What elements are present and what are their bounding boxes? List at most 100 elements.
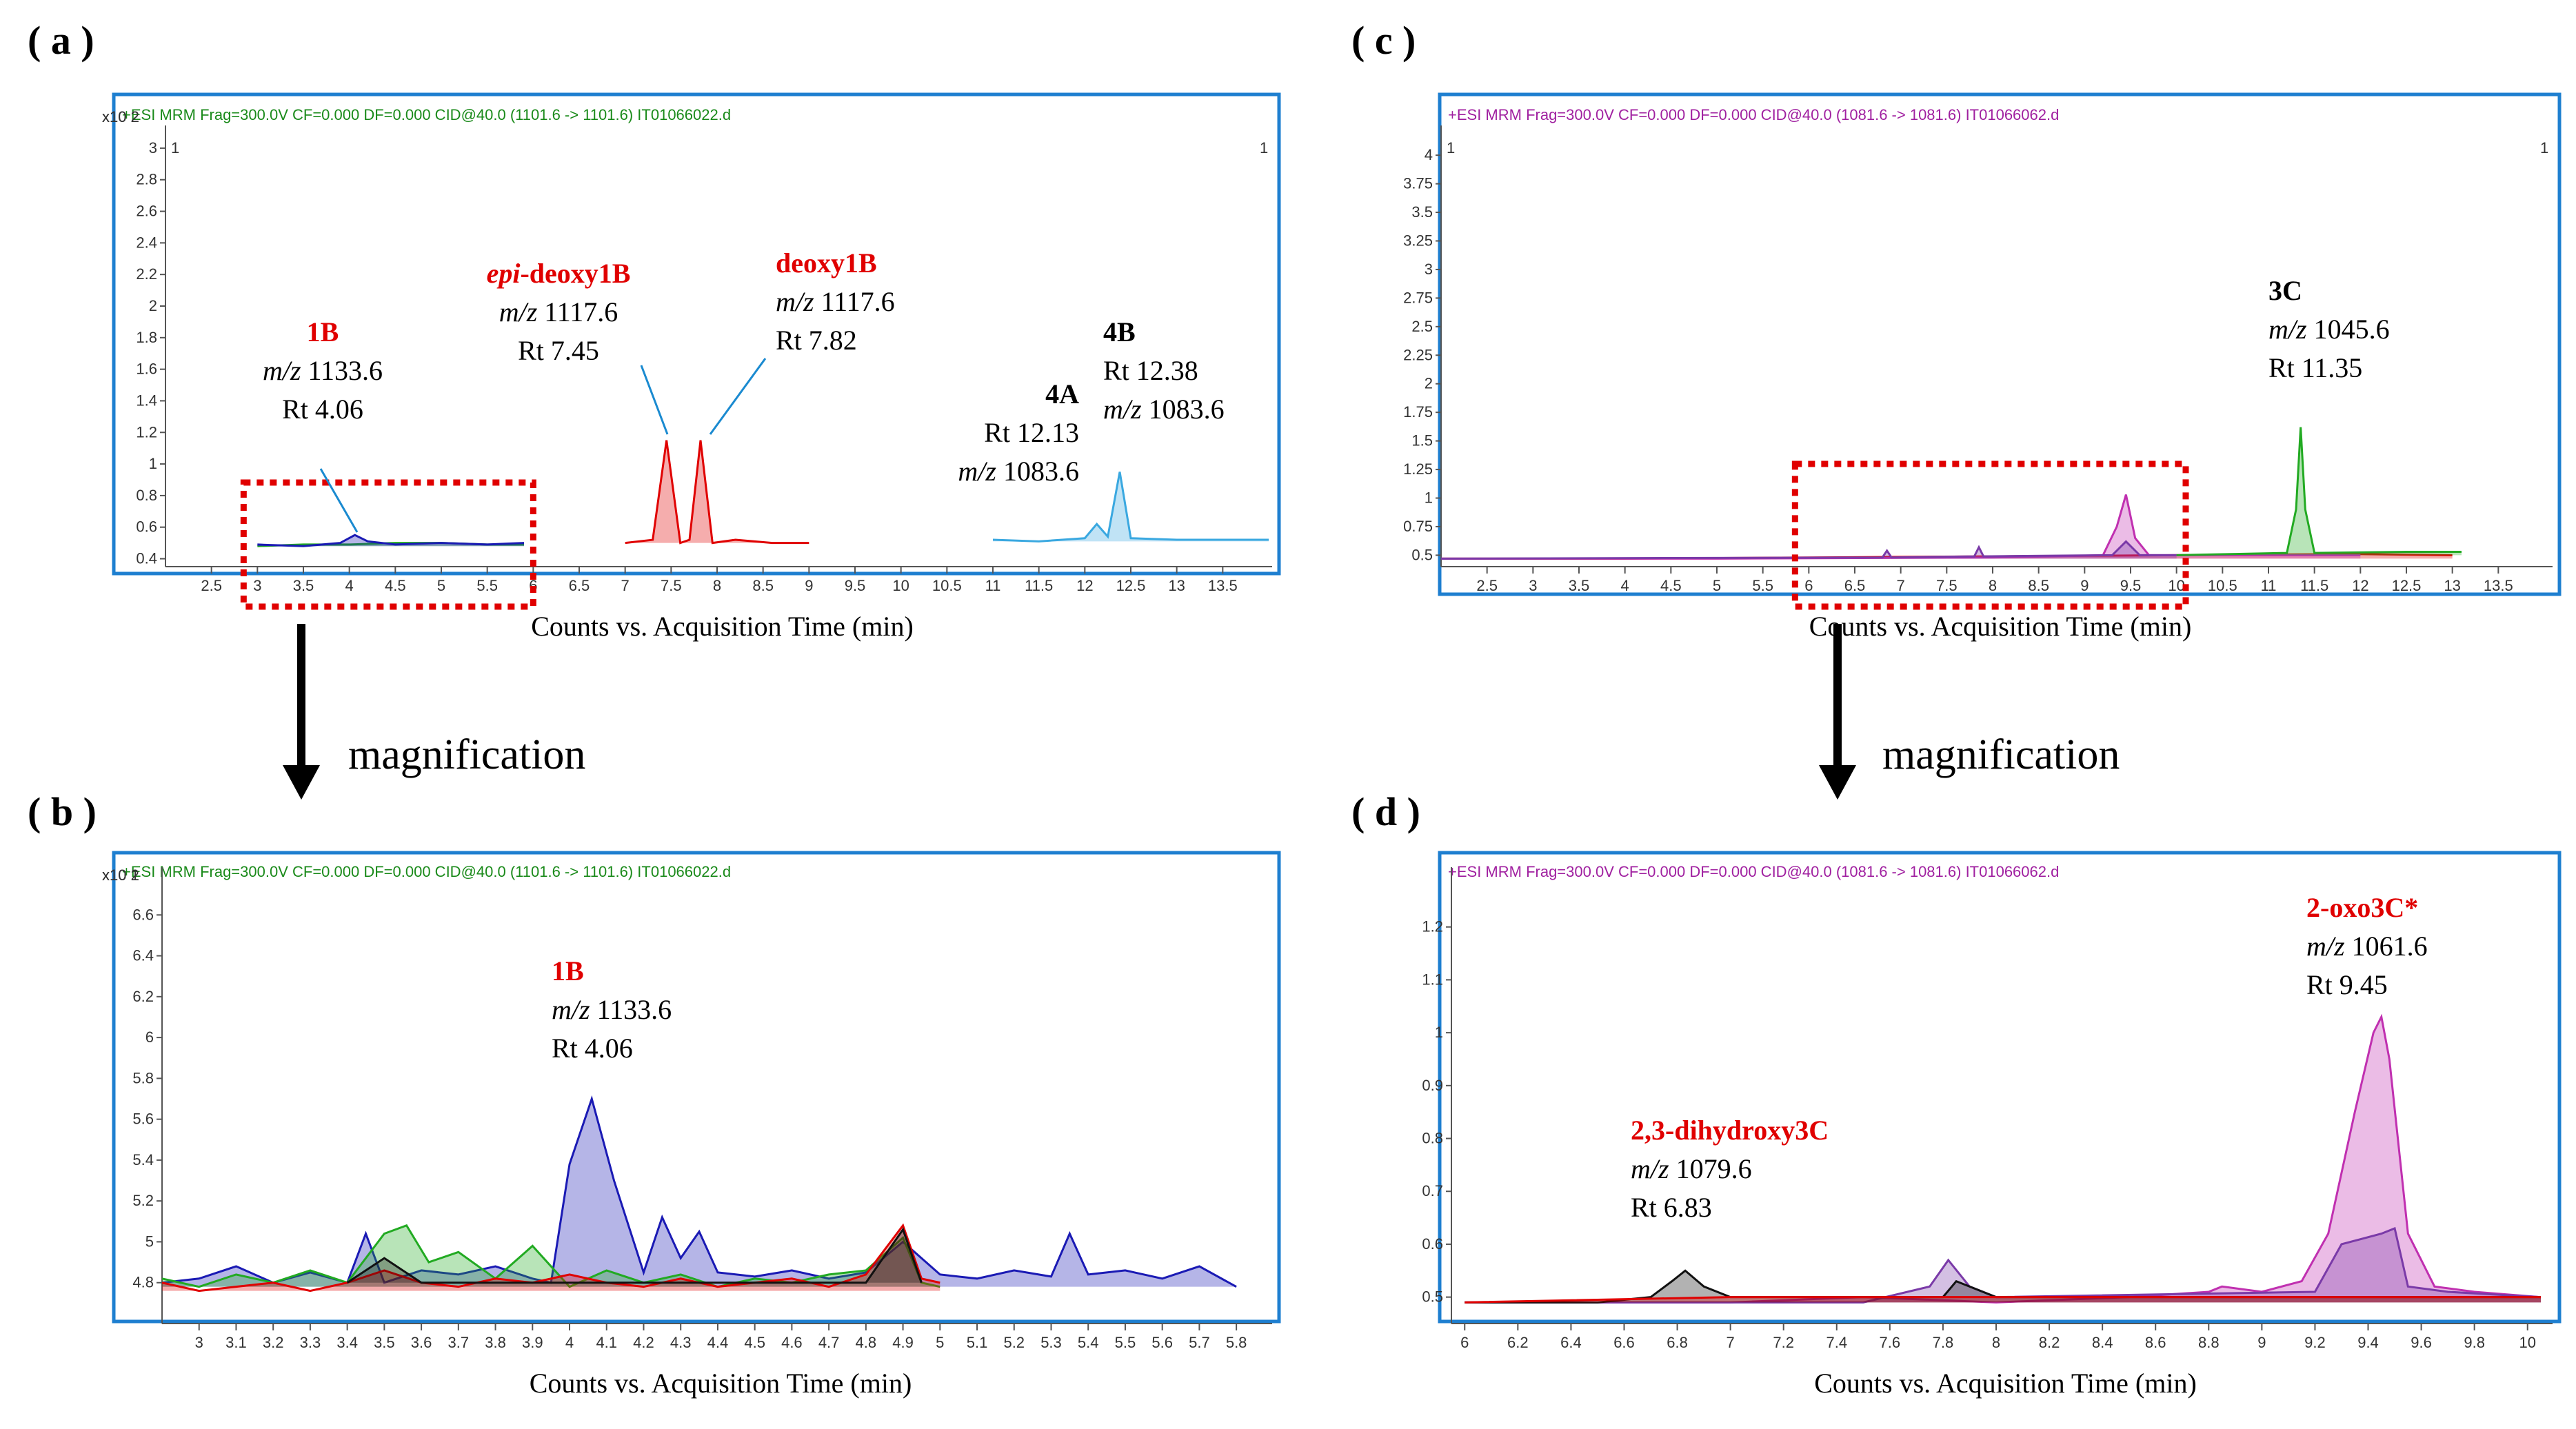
series-red-line [1465, 1296, 2541, 1304]
annotation-rt: Rt 11.35 [2268, 352, 2362, 383]
y-tick-label: 6.2 [132, 988, 154, 1005]
corner-mark-right: 1 [1260, 139, 1268, 156]
x-tick-label: 4.7 [818, 1334, 840, 1351]
x-tick-label: 4.5 [385, 577, 406, 594]
x-tick-label: 9 [805, 577, 813, 594]
chart-frame [1438, 92, 2562, 596]
x-tick-label: 5.5 [1115, 1334, 1136, 1351]
annotation-mz: m/z 1133.6 [552, 994, 672, 1025]
x-tick-label: 3.5 [1569, 577, 1590, 594]
arrow-head-right [1819, 765, 1856, 800]
y-tick-label: 5.2 [132, 1192, 154, 1209]
panel-c: +ESI MRM Frag=300.0V CF=0.000 DF=0.000 C… [102, 92, 2562, 642]
y-tick-label: 3 [1425, 261, 1433, 278]
annotation-mz: m/z 1133.6 [263, 355, 383, 386]
x-tick-label: 6.8 [1667, 1334, 1688, 1351]
x-tick-label: 2.5 [201, 577, 222, 594]
x-tick-label: 5.1 [967, 1334, 988, 1351]
annotation-rt: Rt 9.45 [2306, 969, 2388, 1000]
y-tick-label: 0.6 [136, 518, 157, 536]
x-axis-label: Counts vs. Acquisition Time (min) [530, 1368, 912, 1399]
y-tick-label: 0.8 [1422, 1130, 1443, 1147]
y-tick-label: 1.25 [1403, 460, 1433, 478]
panel-a: +ESI MRM Frag=300.0V CF=0.000 DF=0.000 C… [102, 92, 1281, 642]
annotation-mz: m/z 1117.6 [776, 286, 895, 317]
annotation-label: 4A [1045, 378, 1079, 409]
y-tick-label: 1.8 [136, 329, 157, 346]
x-tick-label: 13 [2444, 577, 2460, 594]
chart-frame [1438, 851, 2562, 1324]
y-tick-label: 0.75 [1403, 518, 1433, 535]
y-tick-label: 1.75 [1403, 403, 1433, 420]
chart-header: +ESI MRM Frag=300.0V CF=0.000 DF=0.000 C… [122, 863, 731, 880]
x-tick-label: 5.8 [1226, 1334, 1247, 1351]
series-blue-fill [162, 1099, 1237, 1287]
x-tick-label: 3.7 [448, 1334, 470, 1351]
annotation-mz: m/z 1083.6 [1103, 394, 1225, 425]
series-green-fill [2176, 427, 2462, 556]
annotation-label: deoxy1B [776, 247, 877, 278]
x-tick-label: 8 [713, 577, 721, 594]
annotation-rt: Rt 7.82 [776, 325, 857, 356]
x-tick-label: 4.1 [596, 1334, 617, 1351]
annotation-label: 3C [2268, 275, 2302, 306]
annotation-label: 2-oxo3C* [2306, 892, 2418, 923]
x-tick-label: 5.2 [1003, 1334, 1025, 1351]
x-tick-label: 4.5 [744, 1334, 765, 1351]
series-pink-fill [1441, 494, 2361, 559]
y-tick-label: 2.6 [136, 203, 157, 220]
panel-label-d: ( d ) [1351, 789, 1420, 834]
x-tick-label: 13.5 [2484, 577, 2513, 594]
x-tick-label: 5.6 [1151, 1334, 1173, 1351]
chart-header: +ESI MRM Frag=300.0V CF=0.000 DF=0.000 C… [122, 106, 731, 123]
annotation-label: epi-deoxy1B [487, 258, 631, 289]
x-tick-label: 6.5 [569, 577, 590, 594]
series-purple-line [1465, 1226, 2542, 1304]
x-tick-label: 7 [1727, 1334, 1735, 1351]
x-tick-label: 4 [565, 1334, 574, 1351]
annotation-label: 2,3-dihydroxy3C [1631, 1115, 1829, 1146]
x-tick-label: 6.4 [1560, 1334, 1582, 1351]
y-tick-label: 1 [1425, 489, 1433, 507]
x-tick-label: 9 [2257, 1334, 2266, 1351]
x-tick-label: 10.5 [932, 577, 962, 594]
y-tick-label: 2 [1425, 375, 1433, 392]
y-multiplier: x10 2 [102, 108, 139, 125]
x-tick-label: 6.6 [1613, 1334, 1635, 1351]
chart-header: +ESI MRM Frag=300.0V CF=0.000 DF=0.000 C… [1448, 863, 2059, 880]
x-tick-label: 5.5 [1752, 577, 1773, 594]
magnification-highlight-box [1791, 460, 2189, 610]
y-tick-label: 6.6 [132, 906, 154, 923]
x-tick-label: 12 [1076, 577, 1093, 594]
y-tick-label: 2.8 [136, 171, 157, 188]
y-tick-label: 0.9 [1422, 1077, 1443, 1094]
y-tick-label: 5 [145, 1233, 154, 1250]
y-tick-label: 1.4 [136, 392, 157, 409]
leader-line-epi-deoxy1B [640, 365, 669, 435]
x-tick-label: 11 [2261, 577, 2277, 594]
x-tick-label: 9.4 [2357, 1334, 2379, 1351]
x-tick-label: 3.4 [336, 1334, 358, 1351]
series-black-fill [347, 1229, 922, 1283]
y-tick-label: 6 [145, 1028, 154, 1046]
series-red-fill [625, 440, 809, 543]
y-tick-label: 1.2 [136, 423, 157, 440]
y-multiplier: x10 2 [102, 866, 139, 884]
x-tick-label: 9 [2080, 577, 2089, 594]
magnification-label-left: magnification [348, 731, 585, 778]
arrow-head-left [283, 765, 320, 800]
annotation-mz: m/z 1061.6 [2306, 931, 2428, 962]
annotation-label: 4B [1103, 316, 1136, 347]
x-tick-label: 8.5 [2028, 577, 2049, 594]
annotation-mz: m/z 1117.6 [499, 296, 618, 327]
x-tick-label: 10.5 [2208, 577, 2237, 594]
x-tick-label: 4.4 [707, 1334, 729, 1351]
x-tick-label: 7.5 [661, 577, 682, 594]
x-tick-label: 8.5 [752, 577, 774, 594]
x-tick-label: 6.5 [1844, 577, 1866, 594]
annotation-rt: Rt 6.83 [1631, 1192, 1712, 1223]
x-tick-label: 8.2 [2039, 1334, 2060, 1351]
x-tick-label: 7 [621, 577, 630, 594]
x-tick-label: 13.5 [1208, 577, 1238, 594]
